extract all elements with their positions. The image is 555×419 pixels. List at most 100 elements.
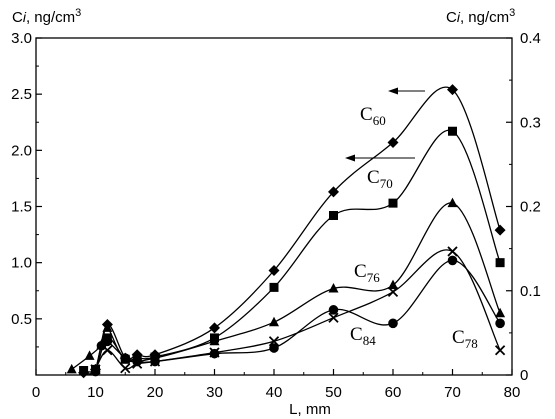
series-c78-point <box>494 345 506 356</box>
series-c78-point <box>387 286 399 298</box>
y-left-axis-title-sup: 3 <box>75 7 81 19</box>
series-c60-line <box>83 86 501 375</box>
series-c84-point <box>90 366 101 377</box>
y-left-tick-label: 1.5 <box>11 199 32 216</box>
y-right-axis-title: Ci, ng/cm3 <box>446 7 515 26</box>
cross-stroke <box>102 345 113 356</box>
cross-stroke <box>387 286 399 298</box>
y-right-tick-label: 0.2 <box>520 199 541 216</box>
series-label-c60: C60 <box>360 104 386 128</box>
series-c78-point <box>102 345 113 356</box>
cross-stroke <box>90 364 101 375</box>
arrow-c60-left-axis <box>388 87 425 95</box>
series-label-main: C <box>452 327 465 348</box>
arrow-head <box>388 87 398 95</box>
arrow-head <box>345 154 355 162</box>
series-label-sub: 84 <box>363 333 377 348</box>
series-c60-point <box>447 84 458 96</box>
x-tick-label: 20 <box>147 384 164 401</box>
series-c78-point <box>120 363 131 374</box>
y-left-tick-label: 1.0 <box>11 255 32 272</box>
series-c78-point <box>90 364 101 375</box>
series-c84-point <box>102 336 113 347</box>
cross-stroke <box>132 358 143 369</box>
series-c70-point <box>329 210 338 220</box>
series-c76-point <box>66 363 77 374</box>
y-right-axis-title-unit: , ng/cm <box>460 9 509 26</box>
series-c84-point <box>495 318 505 329</box>
series-c78-point <box>328 312 339 323</box>
series-c70-point <box>79 366 89 376</box>
y-right-axis-title-sub: i <box>457 9 461 25</box>
cross-stroke <box>149 356 161 367</box>
series-c84-point <box>447 255 458 266</box>
series-c78-point <box>447 246 458 257</box>
y-left-axis-title-unit: , ng/cm <box>26 9 75 26</box>
series-c78-point <box>132 358 143 369</box>
series-c76-point <box>269 316 279 327</box>
series-c60-point <box>268 265 280 277</box>
y-right-axis-title-sup: 3 <box>509 7 515 19</box>
series-label-main: C <box>354 261 367 282</box>
x-tick-label: 70 <box>444 384 461 401</box>
series-label-main: C <box>367 167 380 188</box>
series-c84-point <box>269 343 279 353</box>
series-label-sub: 76 <box>367 270 381 285</box>
x-tick-label: 0 <box>32 384 40 401</box>
x-tick-label: 80 <box>504 384 521 401</box>
cross-stroke <box>328 312 339 323</box>
series-c76-point <box>388 279 398 290</box>
cross-stroke <box>120 363 131 374</box>
series-c60-point <box>209 322 220 334</box>
x-axis-title: L, mm <box>289 401 331 418</box>
series-c76-point <box>447 197 458 208</box>
y-left-axis-title: Ci, ng/cm3 <box>12 7 81 26</box>
series-c60-point <box>328 186 339 198</box>
y-left-tick-label: 3.0 <box>11 30 32 47</box>
series-label-sub: 78 <box>465 336 478 351</box>
x-tick-label: 30 <box>206 384 223 401</box>
series-c76-point <box>209 335 220 346</box>
cross-stroke <box>268 336 280 347</box>
series-c70-point <box>269 282 279 292</box>
series-c78-point <box>209 347 220 358</box>
y-left-tick-label: 0.5 <box>11 311 32 328</box>
arrow-c70-left-axis <box>345 154 415 162</box>
series-c76-point <box>102 322 113 332</box>
series-c76-point <box>495 307 506 318</box>
series-label-main: C <box>360 104 373 125</box>
series-c70-point <box>448 126 457 136</box>
series-c60-point <box>494 224 506 236</box>
series-c84-point <box>328 305 339 315</box>
series-label-sub: 70 <box>380 176 393 191</box>
cross-stroke <box>494 345 506 356</box>
y-right-tick-label: 0 <box>520 367 528 384</box>
y-right-tick-label: 0.4 <box>520 30 541 47</box>
series-c76-line <box>71 202 501 370</box>
x-tick-label: 40 <box>266 384 283 401</box>
series-label-c70: C70 <box>367 167 393 191</box>
x-tick-label: 60 <box>385 384 402 401</box>
series-c60-point <box>387 136 399 148</box>
series-label-main: C <box>350 324 363 345</box>
y-left-tick-label: 2.0 <box>11 142 32 159</box>
series-c70-point <box>388 198 398 208</box>
series-c78-point <box>149 356 161 367</box>
series-label-c84: C84 <box>350 324 376 348</box>
series-label-c76: C76 <box>354 261 380 285</box>
y-right-tick-label: 0.1 <box>520 283 541 300</box>
y-left-axis-title-sub: i <box>23 9 27 25</box>
y-left-axis-title-main: C <box>12 9 23 26</box>
x-tick-label: 10 <box>87 384 104 401</box>
series-c84-point <box>388 318 398 329</box>
series-c76-point <box>328 283 339 293</box>
y-left-tick-label: 2.5 <box>11 86 32 103</box>
series-c84-point <box>120 353 131 363</box>
cross-stroke <box>209 347 220 358</box>
series-c70-line <box>83 129 501 373</box>
y-right-tick-label: 0.3 <box>520 114 541 131</box>
series-label-sub: 60 <box>373 113 386 128</box>
series-c76-point <box>84 350 95 360</box>
y-right-axis-title-main: C <box>446 9 457 26</box>
